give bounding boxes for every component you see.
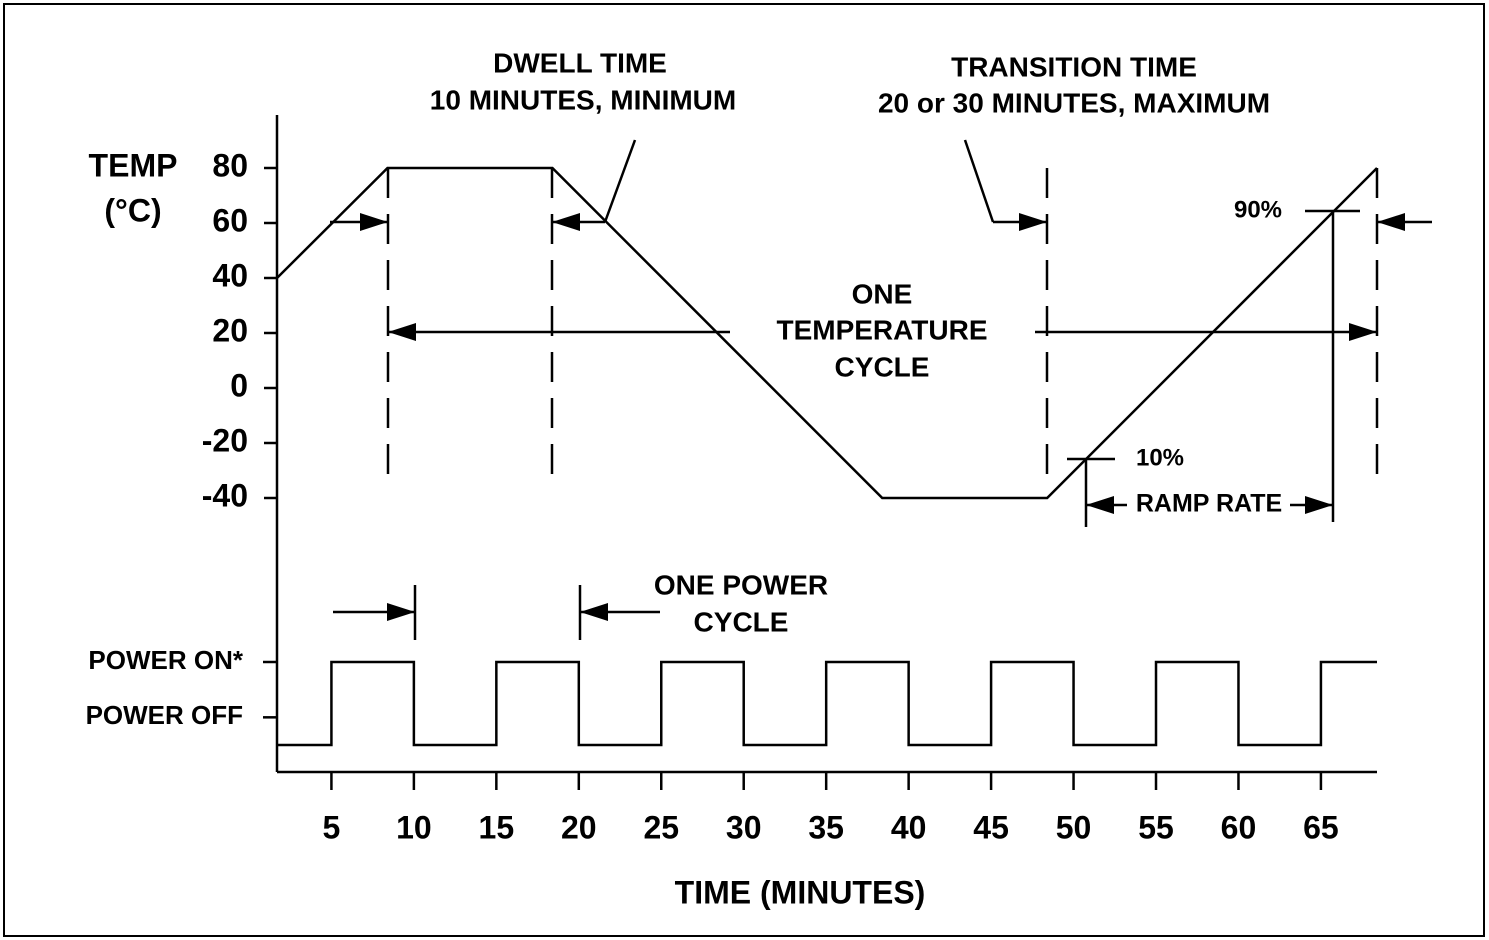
y-tick-label: 80 bbox=[212, 147, 248, 183]
annotation: 10% bbox=[1136, 444, 1184, 471]
x-tick-label: 25 bbox=[643, 809, 679, 845]
x-tick-label: 45 bbox=[973, 809, 1009, 845]
power-arrow-head bbox=[580, 603, 608, 621]
annotation: ONE bbox=[852, 278, 913, 309]
y-tick-label: 40 bbox=[212, 257, 248, 293]
annotation: 20 or 30 MINUTES, MAXIMUM bbox=[878, 87, 1270, 118]
cycle-arrow-head bbox=[1349, 323, 1377, 341]
annotation: TRANSITION TIME bbox=[951, 51, 1197, 82]
power-wave bbox=[277, 660, 1377, 747]
x-tick-label: 55 bbox=[1138, 809, 1174, 845]
annotation: RAMP RATE bbox=[1136, 490, 1282, 518]
annotation: 90% bbox=[1234, 196, 1282, 223]
ramp-arrow-head bbox=[1305, 496, 1333, 514]
x-tick-label: 35 bbox=[808, 809, 844, 845]
y-tick-label: -40 bbox=[202, 477, 248, 513]
y-tick-label: 20 bbox=[212, 312, 248, 348]
leader bbox=[963, 139, 995, 223]
transition-arrow-head bbox=[1377, 213, 1405, 231]
power-tick-label: POWER ON* bbox=[88, 645, 243, 675]
x-tick-label: 20 bbox=[561, 809, 597, 845]
ramp-arrow-head bbox=[1086, 496, 1114, 514]
annotation: ONE POWER bbox=[654, 569, 828, 600]
power-tick-label: POWER OFF bbox=[86, 700, 243, 730]
y-tick-label: 0 bbox=[230, 367, 248, 403]
annotation: CYCLE bbox=[694, 606, 789, 637]
x-tick-label: 40 bbox=[891, 809, 927, 845]
x-tick-label: 30 bbox=[726, 809, 762, 845]
x-tick-label: 60 bbox=[1221, 809, 1257, 845]
y-label: (°C) bbox=[104, 192, 161, 228]
x-tick-label: 10 bbox=[396, 809, 432, 845]
transition-arrow-head bbox=[1019, 213, 1047, 231]
cycle-arrow-head bbox=[388, 323, 416, 341]
y-tick-label: -20 bbox=[202, 422, 248, 458]
x-tick-label: 50 bbox=[1056, 809, 1092, 845]
power-arrow-head bbox=[387, 603, 415, 621]
dwell-arrow-head bbox=[552, 213, 580, 231]
leader bbox=[603, 139, 637, 223]
dwell-arrow-head bbox=[360, 213, 388, 231]
frame bbox=[3, 3, 1485, 937]
y-label: TEMP bbox=[89, 147, 178, 183]
annotation: DWELL TIME bbox=[493, 47, 667, 78]
x-label: TIME (MINUTES) bbox=[675, 874, 926, 910]
y-tick-label: 60 bbox=[212, 202, 248, 238]
x-tick-label: 5 bbox=[323, 809, 341, 845]
x-tick-label: 65 bbox=[1303, 809, 1339, 845]
annotation: CYCLE bbox=[835, 351, 930, 382]
annotation: TEMPERATURE bbox=[776, 314, 987, 345]
x-tick-label: 15 bbox=[479, 809, 515, 845]
annotation: 10 MINUTES, MINIMUM bbox=[430, 84, 736, 115]
